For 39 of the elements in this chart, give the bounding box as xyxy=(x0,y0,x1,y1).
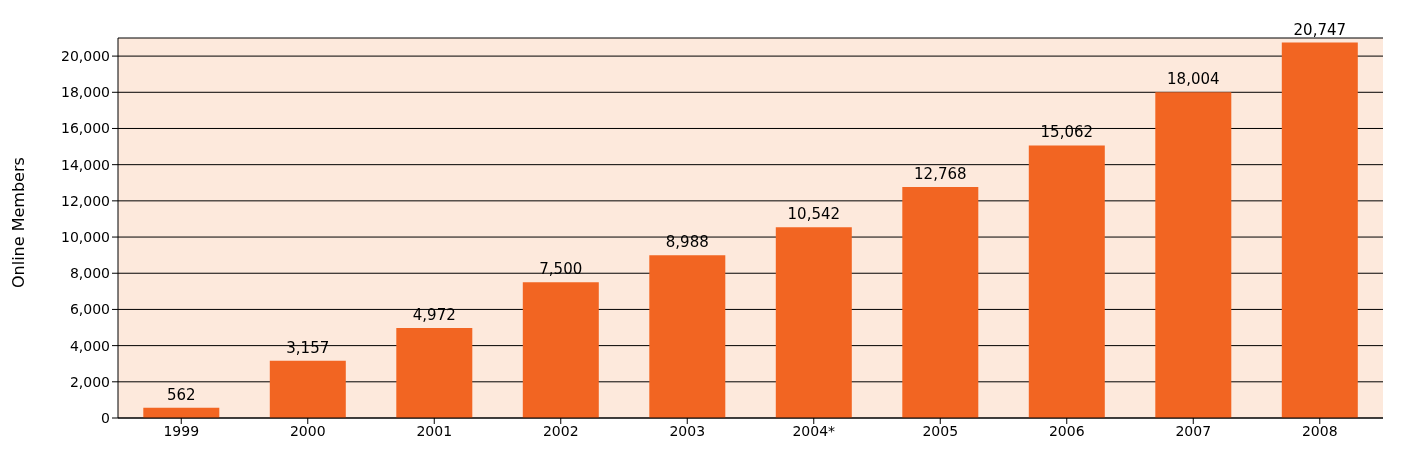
bar xyxy=(902,186,979,418)
bar xyxy=(1281,42,1358,418)
bar xyxy=(775,227,852,418)
x-tick-label: 2003 xyxy=(669,422,706,439)
bar xyxy=(396,328,473,418)
x-tick-label: 2008 xyxy=(1301,422,1338,439)
y-tick-label: 4,000 xyxy=(69,337,110,354)
y-tick-label: 14,000 xyxy=(61,156,110,173)
bar xyxy=(522,282,599,418)
data-label: 15,062 xyxy=(1040,123,1094,142)
x-tick-label: 2005 xyxy=(922,422,959,439)
x-tick-label: 2007 xyxy=(1175,422,1212,439)
y-tick-label: 20,000 xyxy=(61,48,110,65)
y-tick-label: 8,000 xyxy=(69,265,110,282)
y-axis-title: Online Members xyxy=(8,157,28,288)
y-tick-label: 0 xyxy=(101,409,110,426)
data-label: 8,988 xyxy=(665,233,709,252)
x-tick-label: 2004* xyxy=(792,422,836,439)
x-tick-label: 2001 xyxy=(416,422,453,439)
data-label: 4,972 xyxy=(412,306,456,325)
y-tick-label: 16,000 xyxy=(61,120,110,137)
data-label: 12,768 xyxy=(914,164,967,183)
y-tick-label: 18,000 xyxy=(61,84,110,101)
x-tick-label: 2000 xyxy=(289,422,326,439)
y-tick-label: 2,000 xyxy=(69,373,110,390)
y-tick-label: 12,000 xyxy=(61,192,110,209)
data-label: 562 xyxy=(166,385,196,404)
x-tick-label: 2002 xyxy=(542,422,579,439)
x-tick-label: 1999 xyxy=(163,422,200,439)
bar xyxy=(649,255,726,418)
y-tick-label: 6,000 xyxy=(69,301,110,318)
data-label: 18,004 xyxy=(1167,70,1220,89)
data-label: 20,747 xyxy=(1293,20,1347,39)
data-label: 10,542 xyxy=(787,205,841,224)
bar xyxy=(269,360,346,418)
x-tick-label: 2006 xyxy=(1048,422,1085,439)
y-tick-label: 10,000 xyxy=(61,229,110,246)
bar xyxy=(1155,92,1232,418)
bar xyxy=(1028,145,1105,418)
